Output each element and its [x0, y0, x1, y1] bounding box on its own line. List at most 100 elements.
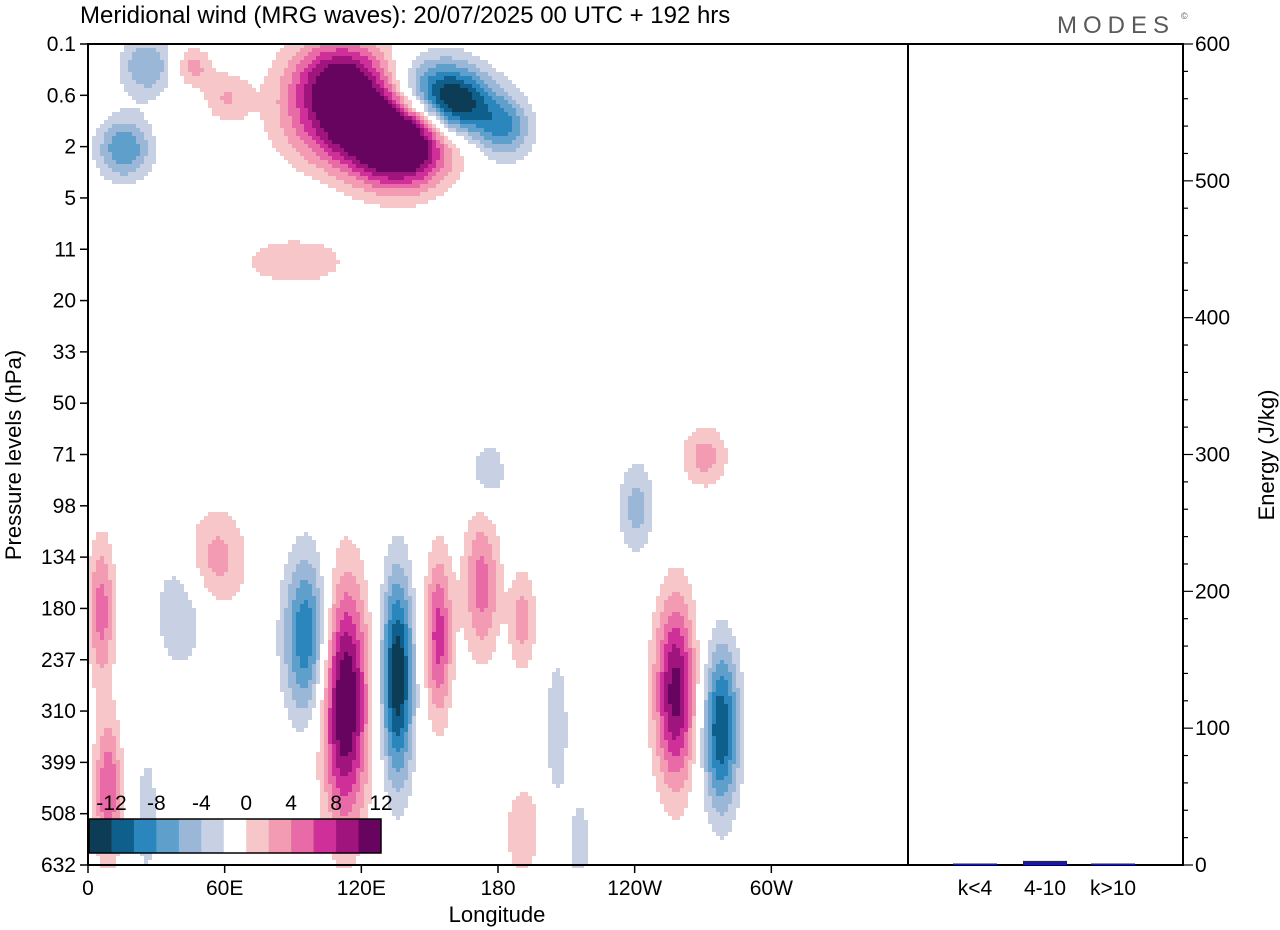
field-cell	[356, 720, 360, 724]
field-cell	[368, 164, 420, 168]
field-cell	[120, 172, 128, 176]
field-cell	[280, 688, 292, 692]
field-cell	[488, 572, 496, 576]
field-cell	[708, 656, 712, 660]
field-cell	[388, 752, 404, 756]
field-cell	[716, 792, 724, 796]
field-cell	[712, 652, 732, 656]
field-cell	[664, 656, 668, 660]
field-cell	[656, 656, 660, 660]
field-cell	[416, 120, 420, 124]
field-cell	[384, 84, 392, 88]
field-cell	[312, 692, 316, 696]
field-cell	[204, 68, 216, 72]
field-cell	[452, 612, 472, 616]
field-cell	[296, 588, 312, 592]
field-cell	[392, 92, 396, 96]
field-cell	[344, 632, 348, 636]
field-cell	[444, 596, 448, 600]
field-cell	[120, 788, 124, 792]
field-cell	[684, 456, 696, 460]
field-cell	[656, 696, 660, 700]
field-cell	[420, 88, 428, 92]
field-cell	[352, 56, 368, 60]
field-cell	[104, 160, 116, 164]
field-cell	[384, 556, 408, 560]
field-cell	[92, 624, 96, 628]
field-cell	[296, 652, 312, 656]
field-cell	[308, 660, 316, 664]
field-cell	[332, 668, 336, 672]
field-cell	[116, 740, 120, 744]
field-cell	[320, 792, 328, 796]
field-cell	[400, 704, 404, 708]
field-cell	[692, 696, 696, 700]
field-cell	[648, 700, 652, 704]
field-cell	[704, 788, 708, 792]
field-cell	[328, 744, 332, 748]
contour-field	[88, 44, 744, 868]
field-cell	[408, 580, 412, 584]
field-cell	[356, 672, 360, 676]
field-cell	[656, 688, 660, 692]
field-cell	[96, 740, 100, 744]
field-cell	[664, 804, 688, 808]
field-cell	[320, 180, 344, 184]
field-cell	[120, 76, 132, 80]
field-cell	[412, 600, 416, 604]
field-cell	[424, 624, 428, 628]
field-cell	[716, 648, 728, 652]
field-cell	[684, 680, 688, 684]
brand-copyright-mark: ©	[1181, 11, 1188, 21]
field-cell	[660, 764, 668, 768]
field-cell	[416, 168, 424, 172]
field-cell	[492, 624, 500, 628]
field-cell	[732, 680, 736, 684]
field-cell	[452, 636, 456, 640]
field-cell	[656, 596, 668, 600]
field-cell	[476, 660, 488, 664]
field-cell	[572, 832, 588, 836]
field-cell	[440, 180, 456, 184]
field-cell	[668, 784, 684, 788]
field-cell	[160, 620, 196, 624]
field-cell	[356, 744, 360, 748]
field-cell	[136, 140, 148, 144]
field-cell	[716, 832, 728, 836]
field-cell	[696, 652, 700, 656]
field-cell	[192, 72, 200, 76]
colorbar-label: 12	[369, 792, 392, 815]
field-cell	[628, 544, 644, 548]
field-cell	[92, 620, 96, 624]
field-cell	[364, 716, 368, 720]
field-cell	[120, 796, 124, 800]
field-cell	[524, 112, 536, 116]
field-cell	[92, 664, 100, 668]
field-cell	[404, 784, 412, 788]
field-cell	[412, 732, 416, 736]
field-cell	[412, 108, 416, 112]
field-cell	[196, 560, 208, 564]
field-cell	[428, 100, 432, 104]
field-cell	[688, 668, 692, 672]
field-cell	[336, 860, 356, 864]
field-cell	[368, 740, 372, 744]
field-cell	[300, 80, 308, 84]
field-cell	[480, 132, 492, 136]
field-cell	[700, 752, 704, 756]
field-cell	[396, 768, 400, 772]
field-cell	[320, 72, 364, 76]
field-cell	[332, 752, 336, 756]
field-cell	[356, 780, 360, 784]
field-cell	[316, 656, 320, 660]
field-cell	[292, 144, 308, 148]
field-cell	[100, 124, 112, 128]
field-cell	[284, 612, 292, 616]
field-cell	[404, 592, 408, 596]
field-cell	[512, 584, 532, 588]
field-cell	[284, 696, 292, 700]
field-cell	[404, 764, 408, 768]
field-cell	[356, 748, 360, 752]
field-cell	[364, 660, 368, 664]
field-cell	[428, 624, 432, 628]
